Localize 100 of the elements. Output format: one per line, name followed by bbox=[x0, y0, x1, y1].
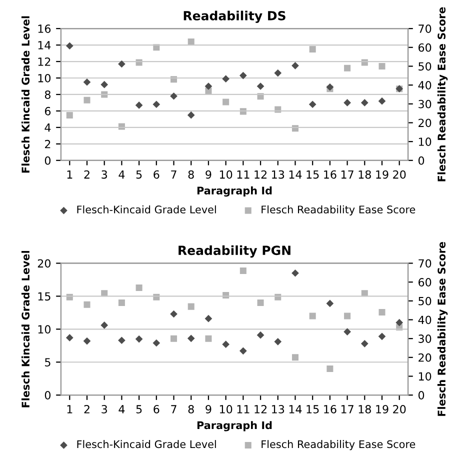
point bbox=[135, 335, 143, 343]
x-tick-label: 5 bbox=[136, 170, 142, 179]
y2-tick-label: 70 bbox=[418, 24, 432, 33]
x-tick-label: 7 bbox=[171, 405, 176, 414]
y2-tick-label: 50 bbox=[418, 296, 432, 306]
y2-tick-label: 20 bbox=[418, 353, 432, 362]
point bbox=[100, 322, 108, 329]
chart-title: Readability PGN bbox=[178, 245, 290, 258]
point bbox=[274, 338, 282, 346]
point bbox=[344, 312, 351, 320]
point bbox=[170, 92, 178, 100]
x-tick-label: 19 bbox=[376, 405, 388, 414]
x-tick-label: 7 bbox=[171, 170, 176, 179]
point bbox=[344, 328, 351, 336]
x-tick-label: 8 bbox=[188, 170, 194, 179]
y-tick-label: 6 bbox=[44, 106, 51, 116]
x-tick-label: 1 bbox=[67, 405, 72, 414]
y-tick-label: 10 bbox=[38, 325, 51, 334]
x-tick-label: 9 bbox=[206, 170, 212, 179]
y2-tick-label: 40 bbox=[418, 81, 432, 90]
y-tick-label: 14 bbox=[38, 41, 51, 50]
x-tick-label: 11 bbox=[237, 405, 250, 414]
y2-tick-label: 60 bbox=[418, 43, 432, 52]
x-tick-label: 18 bbox=[358, 405, 371, 414]
y-tick-label: 2 bbox=[44, 140, 50, 148]
point bbox=[83, 337, 91, 345]
point bbox=[344, 64, 351, 72]
x-tick-label: 6 bbox=[154, 170, 160, 179]
x-tick-label: 12 bbox=[254, 170, 266, 179]
y-tick-label: 4 bbox=[44, 124, 51, 132]
point bbox=[396, 318, 404, 326]
y-tick-label: 10 bbox=[38, 74, 51, 82]
x-tick-label: 11 bbox=[237, 170, 250, 179]
point bbox=[292, 269, 299, 277]
point bbox=[187, 111, 195, 119]
y2-tick-label: 20 bbox=[418, 118, 432, 128]
x-tick-label: 17 bbox=[341, 170, 354, 179]
point bbox=[118, 300, 125, 306]
x-tick-label: 10 bbox=[220, 170, 232, 179]
y2-tick-label: 40 bbox=[418, 316, 432, 324]
point bbox=[118, 123, 125, 130]
point bbox=[360, 340, 368, 348]
chart-title: Readability DS bbox=[184, 10, 286, 23]
point bbox=[240, 72, 247, 80]
x-tick-label: 9 bbox=[206, 405, 212, 414]
y2-axis-title: Flesch Readability Ease Score bbox=[437, 242, 448, 416]
point bbox=[256, 331, 264, 339]
y-axis-title: Flesch Kincaid Grade Level bbox=[21, 16, 30, 173]
y-tick-label: 15 bbox=[38, 292, 50, 301]
point bbox=[66, 112, 73, 118]
y2-tick-label: 0 bbox=[418, 156, 424, 165]
point bbox=[66, 42, 74, 50]
point bbox=[118, 60, 126, 68]
point bbox=[84, 301, 90, 308]
x-tick-label: 14 bbox=[289, 405, 302, 414]
point bbox=[204, 314, 212, 322]
point bbox=[84, 96, 90, 104]
point bbox=[257, 300, 264, 306]
y-tick-label: 20 bbox=[38, 259, 51, 268]
y-tick-label: 0 bbox=[44, 156, 51, 165]
x-axis-title: Paragraph Id bbox=[197, 421, 272, 432]
x-tick-label: 15 bbox=[306, 405, 319, 414]
point bbox=[378, 332, 386, 340]
x-tick-label: 16 bbox=[324, 405, 336, 414]
point bbox=[360, 99, 368, 106]
point bbox=[187, 334, 195, 342]
point bbox=[83, 78, 91, 86]
x-tick-label: 4 bbox=[118, 170, 125, 179]
point bbox=[326, 365, 334, 372]
x-tick-label: 17 bbox=[341, 405, 354, 414]
y2-tick-label: 50 bbox=[418, 62, 432, 71]
y2-tick-label: 60 bbox=[418, 278, 432, 286]
legend-label: Flesch Readability Ease Score bbox=[262, 440, 416, 450]
x-tick-label: 1 bbox=[67, 170, 72, 179]
point bbox=[292, 62, 299, 70]
x-tick-label: 8 bbox=[188, 405, 194, 414]
y-tick-label: 16 bbox=[38, 24, 51, 33]
y-tick-label: 12 bbox=[38, 57, 50, 66]
y-tick-label: 5 bbox=[45, 358, 50, 366]
x-tick-label: 5 bbox=[136, 405, 142, 414]
y-tick-label: 8 bbox=[44, 90, 50, 99]
point bbox=[135, 102, 143, 109]
point bbox=[274, 69, 282, 77]
legend-label: Flesch-Kincaid Grade Level bbox=[77, 205, 216, 214]
point bbox=[309, 46, 316, 53]
point bbox=[188, 303, 194, 310]
y2-tick-label: 30 bbox=[418, 100, 432, 108]
x-tick-label: 16 bbox=[324, 170, 336, 179]
x-tick-label: 20 bbox=[393, 405, 406, 414]
point bbox=[256, 82, 264, 90]
x-tick-label: 13 bbox=[272, 405, 284, 414]
point bbox=[118, 336, 126, 344]
point bbox=[170, 310, 178, 318]
point bbox=[204, 82, 212, 90]
point bbox=[344, 99, 351, 106]
point bbox=[222, 98, 230, 106]
x-tick-label: 18 bbox=[358, 170, 371, 179]
point bbox=[378, 62, 386, 70]
x-tick-label: 4 bbox=[118, 405, 125, 414]
y2-tick-label: 30 bbox=[418, 334, 432, 343]
